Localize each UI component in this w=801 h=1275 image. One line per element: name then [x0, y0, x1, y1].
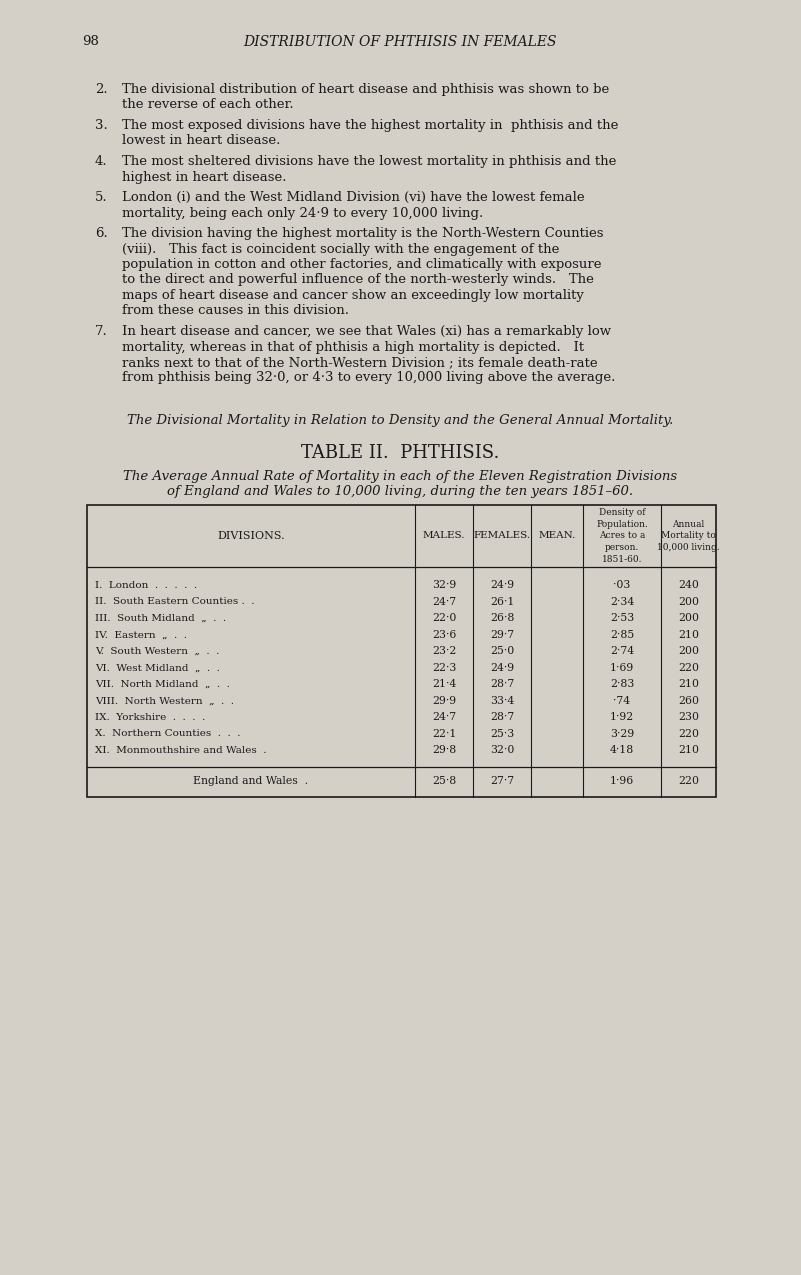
- Text: 29·7: 29·7: [490, 630, 514, 640]
- Text: The Divisional Mortality in Relation to Density and the General Annual Mortality: The Divisional Mortality in Relation to …: [127, 414, 673, 427]
- Text: 98: 98: [82, 34, 99, 48]
- Text: London (i) and the West Midland Division (vi) have the lowest female: London (i) and the West Midland Division…: [122, 191, 585, 204]
- Text: 22·3: 22·3: [432, 663, 457, 673]
- Text: 6.: 6.: [95, 227, 108, 240]
- Text: 4·18: 4·18: [610, 746, 634, 755]
- Text: 7.: 7.: [95, 325, 108, 338]
- Text: Annual
Mortality to
10,000 living.: Annual Mortality to 10,000 living.: [657, 520, 720, 552]
- Text: 200: 200: [678, 597, 699, 607]
- Text: I.  London  .  .  .  .  .: I. London . . . . .: [95, 580, 197, 590]
- Text: 2·83: 2·83: [610, 680, 634, 690]
- Text: 22·1: 22·1: [432, 729, 457, 738]
- Text: 33·4: 33·4: [490, 696, 514, 706]
- Text: In heart disease and cancer, we see that Wales (xi) has a remarkably low: In heart disease and cancer, we see that…: [122, 325, 611, 338]
- Text: 32·9: 32·9: [432, 580, 456, 590]
- Text: mortality, being each only 24·9 to every 10,000 living.: mortality, being each only 24·9 to every…: [122, 207, 483, 219]
- Text: X.  Northern Counties  .  .  .: X. Northern Counties . . .: [95, 729, 240, 738]
- Text: The division having the highest mortality is the North-Western Counties: The division having the highest mortalit…: [122, 227, 603, 240]
- Text: 25·8: 25·8: [432, 776, 456, 787]
- Text: 26·8: 26·8: [490, 613, 514, 623]
- Text: 27·7: 27·7: [490, 776, 514, 787]
- Text: 21·4: 21·4: [432, 680, 456, 690]
- Text: ·74: ·74: [614, 696, 630, 706]
- Text: 24·7: 24·7: [432, 597, 456, 607]
- Text: 3·29: 3·29: [610, 729, 634, 738]
- Text: 25·3: 25·3: [490, 729, 514, 738]
- Text: 23·6: 23·6: [432, 630, 457, 640]
- Text: ranks next to that of the North-Western Division ; its female death-rate: ranks next to that of the North-Western …: [122, 356, 598, 368]
- Text: 28·7: 28·7: [490, 680, 514, 690]
- Text: II.  South Eastern Counties .  .: II. South Eastern Counties . .: [95, 597, 255, 606]
- Text: 210: 210: [678, 746, 699, 755]
- Text: 220: 220: [678, 729, 699, 738]
- Text: Density of
Population.
Acres to a
person.
1851-60.: Density of Population. Acres to a person…: [596, 507, 648, 564]
- Text: 29·8: 29·8: [432, 746, 456, 755]
- Text: VI.  West Midland  „  .  .: VI. West Midland „ . .: [95, 663, 220, 672]
- Text: 24·9: 24·9: [490, 663, 514, 673]
- Text: 210: 210: [678, 680, 699, 690]
- Text: 28·7: 28·7: [490, 713, 514, 722]
- Text: 26·1: 26·1: [490, 597, 514, 607]
- Bar: [87, 505, 716, 797]
- Text: 260: 260: [678, 696, 699, 706]
- Text: 1·92: 1·92: [610, 713, 634, 722]
- Text: from phthisis being 32·0, or 4·3 to every 10,000 living above the average.: from phthisis being 32·0, or 4·3 to ever…: [122, 371, 615, 385]
- Text: England and Wales  .: England and Wales .: [193, 776, 308, 787]
- Text: VIII.  North Western  „  .  .: VIII. North Western „ . .: [95, 696, 234, 705]
- Text: MEAN.: MEAN.: [538, 532, 576, 541]
- Text: 200: 200: [678, 646, 699, 657]
- Text: 230: 230: [678, 713, 699, 722]
- Text: XI.  Monmouthshire and Wales  .: XI. Monmouthshire and Wales .: [95, 746, 267, 755]
- Text: ·03: ·03: [614, 580, 630, 590]
- Text: 24·7: 24·7: [432, 713, 456, 722]
- Text: DIVISIONS.: DIVISIONS.: [217, 530, 285, 541]
- Text: VII.  North Midland  „  .  .: VII. North Midland „ . .: [95, 680, 230, 688]
- Text: 3.: 3.: [95, 119, 108, 133]
- Text: FEMALES.: FEMALES.: [473, 532, 530, 541]
- Text: 2.: 2.: [95, 83, 107, 96]
- Text: lowest in heart disease.: lowest in heart disease.: [122, 134, 280, 148]
- Text: 5.: 5.: [95, 191, 107, 204]
- Text: III.  South Midland  „  .  .: III. South Midland „ . .: [95, 613, 226, 622]
- Text: The most sheltered divisions have the lowest mortality in phthisis and the: The most sheltered divisions have the lo…: [122, 156, 617, 168]
- Text: 22·0: 22·0: [432, 613, 457, 623]
- Text: 1·69: 1·69: [610, 663, 634, 673]
- Text: population in cotton and other factories, and climatically with exposure: population in cotton and other factories…: [122, 258, 602, 272]
- Text: 32·0: 32·0: [490, 746, 514, 755]
- Text: the reverse of each other.: the reverse of each other.: [122, 98, 294, 111]
- Text: 2·53: 2·53: [610, 613, 634, 623]
- Text: from these causes in this division.: from these causes in this division.: [122, 305, 349, 317]
- Text: TABLE II.  PHTHISIS.: TABLE II. PHTHISIS.: [301, 444, 499, 462]
- Text: 220: 220: [678, 776, 699, 787]
- Text: of England and Wales to 10,000 living, during the ten years 1851–60.: of England and Wales to 10,000 living, d…: [167, 484, 633, 499]
- Text: V.  South Western  „  .  .: V. South Western „ . .: [95, 646, 219, 655]
- Text: (viii).   This fact is coincident socially with the engagement of the: (viii). This fact is coincident socially…: [122, 242, 559, 255]
- Text: maps of heart disease and cancer show an exceedingly low mortality: maps of heart disease and cancer show an…: [122, 289, 584, 302]
- Text: highest in heart disease.: highest in heart disease.: [122, 171, 287, 184]
- Text: The Average Annual Rate of Mortality in each of the Eleven Registration Division: The Average Annual Rate of Mortality in …: [123, 470, 677, 483]
- Text: 29·9: 29·9: [432, 696, 456, 706]
- Text: 2·85: 2·85: [610, 630, 634, 640]
- Text: 2·34: 2·34: [610, 597, 634, 607]
- Text: DISTRIBUTION OF PHTHISIS IN FEMALES: DISTRIBUTION OF PHTHISIS IN FEMALES: [244, 34, 557, 48]
- Text: 240: 240: [678, 580, 699, 590]
- Text: 2·74: 2·74: [610, 646, 634, 657]
- Text: The most exposed divisions have the highest mortality in  phthisis and the: The most exposed divisions have the high…: [122, 119, 618, 133]
- Text: The divisional distribution of heart disease and phthisis was shown to be: The divisional distribution of heart dis…: [122, 83, 610, 96]
- Text: to the direct and powerful influence of the north-westerly winds.   The: to the direct and powerful influence of …: [122, 274, 594, 287]
- Text: 23·2: 23·2: [432, 646, 457, 657]
- Text: 25·0: 25·0: [490, 646, 514, 657]
- Text: mortality, whereas in that of phthisis a high mortality is depicted.   It: mortality, whereas in that of phthisis a…: [122, 340, 584, 353]
- Text: IV.  Eastern  „  .  .: IV. Eastern „ . .: [95, 630, 187, 639]
- Text: 1·96: 1·96: [610, 776, 634, 787]
- Text: IX.  Yorkshire  .  .  .  .: IX. Yorkshire . . . .: [95, 713, 205, 722]
- Text: 24·9: 24·9: [490, 580, 514, 590]
- Text: MALES.: MALES.: [423, 532, 465, 541]
- Text: 220: 220: [678, 663, 699, 673]
- Text: 4.: 4.: [95, 156, 107, 168]
- Text: 200: 200: [678, 613, 699, 623]
- Text: 210: 210: [678, 630, 699, 640]
